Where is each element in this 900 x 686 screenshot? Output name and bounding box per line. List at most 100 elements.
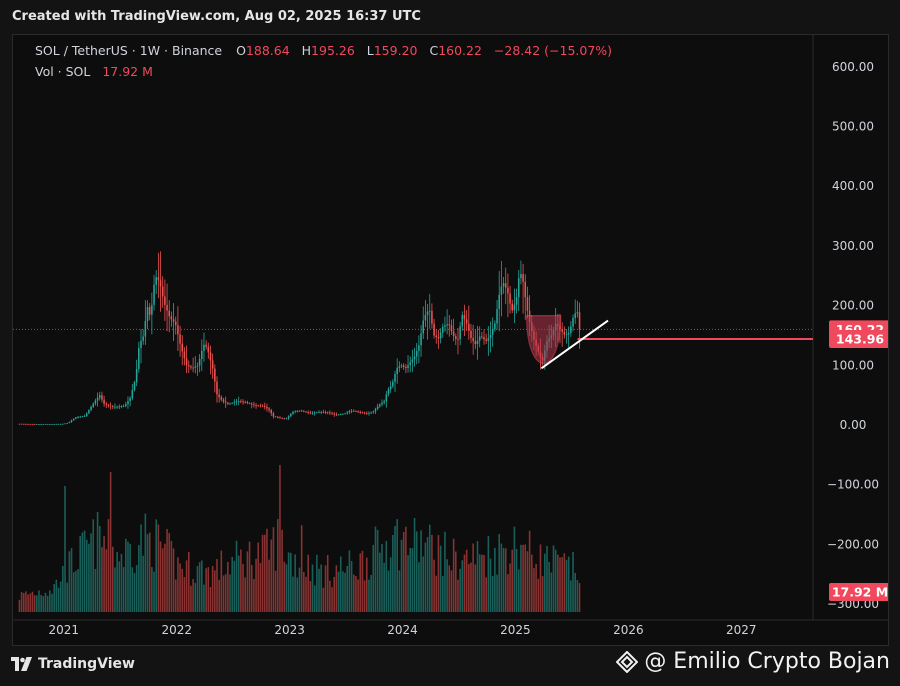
candle-body: [263, 405, 266, 407]
volume-bar: [281, 529, 283, 612]
volume-bar: [42, 595, 45, 612]
candle-body: [98, 395, 101, 398]
volume-bar: [88, 543, 90, 612]
candle-body: [300, 410, 303, 412]
candle-body: [515, 297, 518, 305]
candle-body: [96, 397, 99, 401]
candle-body: [320, 411, 322, 413]
candle-body: [274, 416, 277, 418]
volume-bar: [428, 524, 431, 612]
volume-bar: [359, 553, 362, 612]
candle-body: [526, 297, 529, 311]
volume-bar: [552, 545, 555, 612]
candle-body: [339, 414, 342, 415]
candle-body: [70, 420, 73, 422]
volume-label[interactable]: Vol · SOL: [35, 64, 91, 79]
candle-body: [20, 423, 23, 425]
volume-bar: [242, 564, 244, 612]
volume-bar: [309, 581, 312, 612]
volume-bar: [77, 569, 79, 612]
volume-bar: [537, 578, 540, 612]
candle-body: [125, 404, 127, 406]
candle-body: [385, 394, 388, 402]
candle-body: [407, 365, 409, 369]
candle-body: [361, 412, 364, 414]
volume-bar: [127, 541, 129, 612]
candle-body: [255, 405, 257, 406]
candle-body: [379, 404, 381, 407]
volume-bar: [500, 543, 503, 612]
candle-body: [481, 336, 483, 338]
volume-bar: [27, 594, 29, 612]
volume-bar: [561, 557, 563, 612]
y-tick-label: −100.00: [827, 478, 879, 492]
candle-body: [359, 411, 362, 413]
volume-bar: [420, 530, 422, 612]
candle-body: [292, 411, 294, 414]
candle-body: [574, 313, 576, 318]
volume-bar: [513, 526, 516, 612]
volume-bar: [352, 574, 355, 612]
candle-body: [298, 410, 301, 412]
candle-body: [326, 412, 329, 414]
volume-bar: [290, 552, 292, 612]
volume-bar: [201, 560, 203, 612]
volume-bar: [66, 582, 68, 612]
candle-body: [502, 283, 505, 287]
volume-bar: [407, 555, 409, 612]
binance-diamond-icon: [616, 650, 639, 673]
candle-body: [402, 365, 405, 367]
candle-body: [415, 350, 418, 357]
volume-bar: [272, 527, 275, 612]
candle-body: [40, 424, 42, 425]
candle-body: [344, 413, 346, 415]
volume-bar: [433, 559, 435, 612]
volume-bar: [485, 577, 487, 612]
volume-bar: [172, 548, 175, 612]
candle-body: [352, 410, 355, 412]
volume-bar: [31, 591, 34, 612]
y-tick-label: 400.00: [832, 179, 874, 193]
candle-body: [498, 294, 501, 310]
volume-bar: [539, 544, 542, 612]
candle-body: [170, 316, 173, 320]
candle-body: [276, 417, 279, 418]
candle-body: [101, 395, 103, 400]
volume-bar: [376, 529, 379, 612]
chart-panel[interactable]: 600.00 500.00 400.00 300.00 200.00 100.00 0.00…: [12, 34, 889, 646]
volume-bar: [502, 547, 505, 612]
candle-body: [463, 314, 466, 320]
candle-body: [381, 402, 383, 405]
volume-bar: [318, 568, 320, 612]
candle-body: [316, 412, 318, 414]
candle-body: [42, 424, 45, 425]
candle-body: [166, 304, 168, 311]
candle-body: [142, 336, 144, 341]
candle-body: [305, 411, 307, 413]
volume-bar: [344, 572, 346, 612]
volume-bar: [504, 548, 507, 612]
volume-bar: [177, 557, 179, 612]
volume-bar: [292, 576, 294, 612]
candle-body: [400, 365, 403, 367]
tradingview-logo[interactable]: TradingView: [11, 656, 135, 672]
volume-bar: [455, 551, 457, 612]
volume-bar: [528, 530, 531, 612]
candle-body: [329, 412, 331, 414]
volume-bar: [450, 570, 453, 612]
volume-bar: [246, 551, 249, 612]
chart-canvas[interactable]: 600.00 500.00 400.00 300.00 200.00 100.00 0.00…: [13, 35, 888, 645]
volume-bar: [535, 563, 537, 612]
volume-bar: [559, 557, 561, 612]
close-label: C: [429, 43, 439, 58]
change-value: −28.42 (−15.07%): [493, 43, 613, 58]
candle-body: [59, 423, 62, 425]
volume-bar: [146, 534, 149, 612]
volume-bar: [402, 531, 405, 612]
candle-body: [237, 401, 240, 403]
candle-body: [44, 424, 47, 425]
candle-body: [335, 414, 338, 416]
volume-bar: [153, 571, 155, 612]
candle-body: [424, 314, 427, 321]
symbol-name[interactable]: SOL / TetherUS · 1W · Binance: [35, 43, 223, 58]
